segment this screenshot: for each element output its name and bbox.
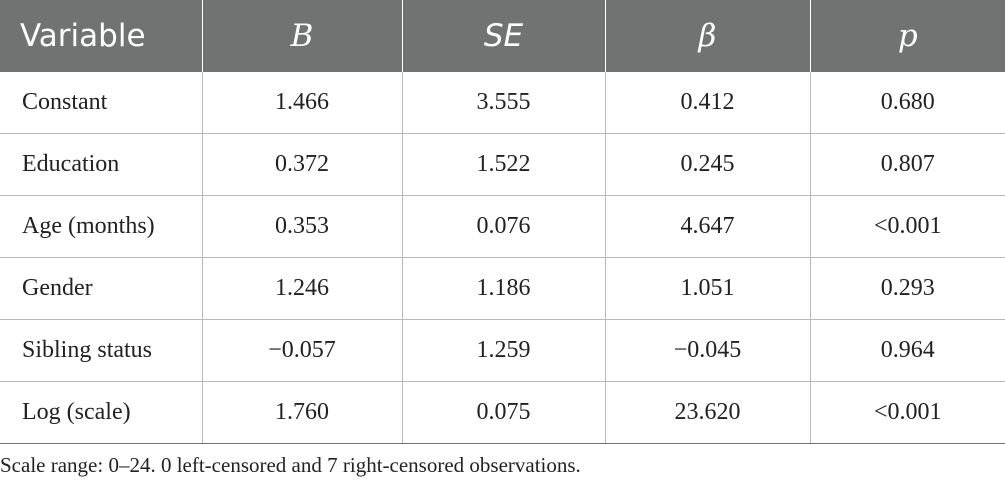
cell-b: 1.246 [201, 257, 402, 320]
cell-beta: −0.045 [604, 319, 810, 382]
cell-variable: Gender [0, 257, 202, 320]
table-row: Education 0.372 1.522 0.245 0.807 [0, 133, 1005, 196]
cell-b: −0.057 [201, 319, 402, 382]
cell-se: 1.186 [401, 257, 605, 320]
header-variable: Variable [0, 0, 202, 72]
cell-beta: 4.647 [604, 195, 810, 258]
cell-beta: 23.620 [604, 381, 810, 444]
header-row: Variable B SE β p [0, 0, 1005, 72]
cell-variable: Sibling status [0, 319, 202, 382]
cell-b: 0.353 [201, 195, 402, 258]
header-p: p [809, 0, 1005, 72]
cell-beta: 1.051 [604, 257, 810, 320]
cell-variable: Constant [0, 72, 202, 134]
cell-p: <0.001 [809, 195, 1005, 258]
cell-variable: Log (scale) [0, 381, 202, 444]
table-row: Log (scale) 1.760 0.075 23.620 <0.001 [0, 381, 1005, 444]
cell-p: 0.964 [809, 319, 1005, 382]
table-row: Age (months) 0.353 0.076 4.647 <0.001 [0, 195, 1005, 258]
cell-p: 0.680 [809, 72, 1005, 134]
cell-se: 1.522 [401, 133, 605, 196]
regression-table: Variable B SE β p Constant 1.466 3.555 0… [0, 0, 1005, 444]
table-row: Gender 1.246 1.186 1.051 0.293 [0, 257, 1005, 320]
cell-p: 0.293 [809, 257, 1005, 320]
cell-variable: Age (months) [0, 195, 202, 258]
cell-se: 0.076 [401, 195, 605, 258]
table-footnote: Scale range: 0–24. 0 left-censored and 7… [0, 453, 581, 477]
cell-beta: 0.412 [604, 72, 810, 134]
header-se: SE [401, 0, 605, 72]
cell-b: 1.760 [201, 381, 402, 444]
cell-se: 0.075 [401, 381, 605, 444]
cell-se: 1.259 [401, 319, 605, 382]
cell-b: 0.372 [201, 133, 402, 196]
cell-p: <0.001 [809, 381, 1005, 444]
cell-variable: Education [0, 133, 202, 196]
header-beta: β [604, 0, 810, 72]
header-b: B [201, 0, 402, 72]
cell-b: 1.466 [201, 72, 402, 134]
cell-p: 0.807 [809, 133, 1005, 196]
table-row: Sibling status −0.057 1.259 −0.045 0.964 [0, 319, 1005, 382]
table-row: Constant 1.466 3.555 0.412 0.680 [0, 72, 1005, 134]
cell-beta: 0.245 [604, 133, 810, 196]
cell-se: 3.555 [401, 72, 605, 134]
